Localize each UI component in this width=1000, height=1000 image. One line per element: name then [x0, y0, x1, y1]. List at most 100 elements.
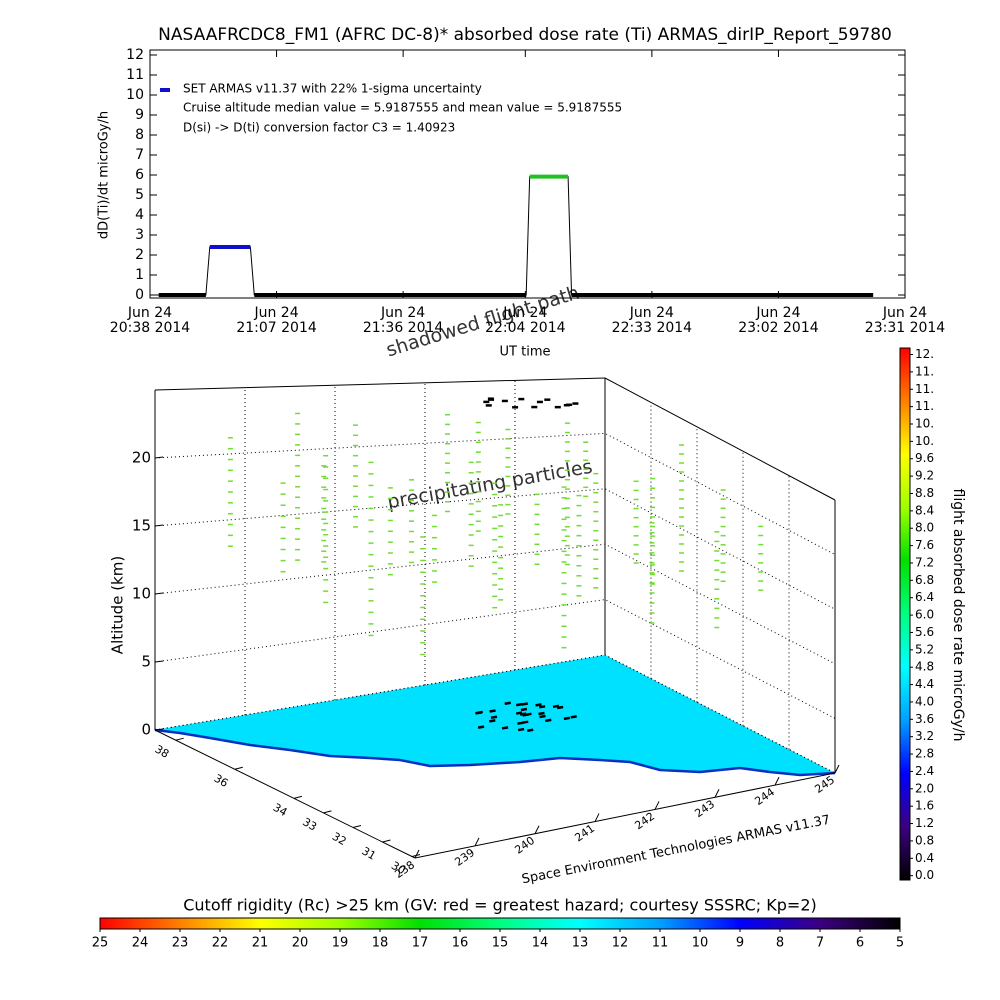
colorbar-tick-label: 20 — [292, 936, 309, 951]
x-tick-label: Jun 24 22:04 2014 — [485, 305, 566, 336]
flight-path-dash — [522, 720, 529, 724]
surface-plot: 0510152030313233343638238239240241242243… — [132, 377, 840, 881]
flight-path-dash — [515, 711, 523, 715]
colorbar-tick-label: 7 — [816, 936, 824, 951]
colorbar-tick-label: 10 — [692, 936, 709, 951]
colorbar-tick-label: 14 — [532, 936, 549, 951]
y-tick-label: 6 — [135, 167, 144, 183]
colorbar-tick-label: 21 — [252, 936, 269, 951]
colorbar-tick-label: 4.0 — [915, 694, 934, 708]
colorbar-tick-label: 2.4 — [915, 764, 934, 778]
y-tick-label: 3 — [135, 227, 144, 243]
flight-path-dash — [501, 726, 509, 730]
y-tick-label: 36 — [212, 772, 231, 790]
z-tick-label: 10 — [132, 585, 151, 603]
colorbar-label: flight absorbed dose rate microGy/h — [950, 489, 966, 742]
colorbar-tick-label: 19 — [332, 936, 349, 951]
flight-path-dash — [490, 715, 498, 720]
colorbar-tick-label: 12 — [612, 936, 629, 951]
colorbar-tick-label: 11. — [915, 399, 934, 413]
colorbar-tick-label: 3.6 — [915, 712, 934, 726]
z-tick-label: 20 — [132, 449, 151, 467]
credit: Space Environment Technologies ARMAS v11… — [521, 813, 832, 888]
x-axis-label: UT time — [500, 345, 551, 360]
z-tick-label: 0 — [141, 721, 151, 739]
y-tick-label: 30 — [389, 859, 408, 877]
y-tick-label: 12 — [126, 47, 144, 63]
y-tick-label: 1 — [135, 267, 144, 283]
colorbar-tick-label: 22 — [212, 936, 229, 951]
flight-path-dash — [522, 713, 529, 717]
y-tick — [352, 824, 362, 828]
flight-path-dash — [552, 704, 560, 709]
y-tick-label: 34 — [271, 801, 290, 819]
colorbar-tick-label: 5.2 — [915, 642, 934, 656]
colorbar-tick-label: 16 — [452, 936, 469, 951]
flight-path-dash — [489, 719, 496, 723]
y-tick — [293, 795, 302, 799]
y-tick — [323, 810, 332, 814]
y-tick-label: 32 — [330, 830, 349, 848]
colorbar-tick-label: 12. — [915, 347, 934, 361]
colorbar-tick-label: 18 — [372, 936, 389, 951]
flight-path-dash — [517, 727, 525, 732]
colorbar-tick-label: 9 — [736, 936, 744, 951]
y-tick-label: 10 — [126, 87, 144, 103]
colorbar-tick-label: 8.4 — [915, 503, 934, 517]
x-tick — [774, 776, 780, 786]
x-tick-label: Jun 24 23:31 2014 — [864, 305, 946, 336]
colorbar-tick-label: 6.8 — [915, 573, 934, 587]
colorbar-tick-label: 24 — [132, 936, 149, 951]
colorbar-tick-label: 11. — [915, 364, 934, 378]
flight-path-dash — [477, 725, 485, 729]
flight-path-dash — [556, 705, 564, 710]
colorbar-tick-label: 10. — [915, 434, 934, 448]
y-tick-label: 9 — [135, 107, 144, 123]
x-tick — [594, 813, 600, 822]
x-tick — [654, 801, 660, 810]
flight-path-dash — [570, 715, 577, 719]
flight-path-dash — [539, 714, 546, 719]
z-tick — [154, 592, 164, 595]
colorbar-tick-label: 15 — [492, 936, 509, 951]
y-tick-label: 4 — [135, 207, 144, 223]
x-tick — [534, 825, 540, 834]
axis-line — [604, 377, 836, 501]
colorbar-tick-label: 2.0 — [915, 781, 934, 795]
colorbar-tick-label: 4.8 — [915, 660, 934, 674]
x-tick — [834, 764, 840, 774]
flight-path-dash — [521, 702, 529, 706]
colorbar-title: Cutoff rigidity (Rc) >25 km (GV: red = g… — [183, 896, 817, 915]
flight-path-dash — [520, 707, 528, 712]
y-tick-label: 7 — [135, 147, 144, 163]
data-line — [150, 176, 874, 296]
y-tick — [175, 737, 184, 741]
y-tick-label: 5 — [135, 187, 144, 203]
colorbar-tick-label: 2.8 — [915, 747, 934, 761]
flight-path-dash — [563, 716, 571, 721]
x-tick — [474, 837, 480, 847]
grid-line — [154, 488, 836, 610]
colorbar-tick-label: 8.8 — [915, 486, 934, 500]
y-tick-label: 11 — [126, 67, 144, 83]
colorbar-tick-label: 5 — [896, 936, 904, 951]
z-tick-label: 5 — [141, 653, 151, 671]
colorbar-tick-label: 1.2 — [915, 816, 934, 830]
legend-label: SET ARMAS v11.37 with 22% 1-sigma uncert… — [183, 82, 482, 96]
flight-path-dash — [538, 705, 546, 709]
x-tick-label: Jun 24 22:33 2014 — [611, 305, 693, 336]
colorbar-tick-label: 11. — [915, 382, 934, 396]
colorbar-tick-label: 4.4 — [915, 677, 934, 691]
axis-line — [154, 377, 606, 391]
flight-path-dash — [545, 718, 552, 723]
z-tick — [154, 660, 164, 663]
colorbar — [99, 917, 901, 930]
flight-path-dash — [535, 703, 542, 707]
y-tick-label: 8 — [135, 127, 144, 143]
y-tick — [382, 839, 391, 843]
x-tick-label: Jun 24 23:02 2014 — [738, 305, 819, 336]
colorbar-tick-label: 0.8 — [915, 833, 934, 847]
annotation: precipitating particles — [386, 456, 594, 514]
